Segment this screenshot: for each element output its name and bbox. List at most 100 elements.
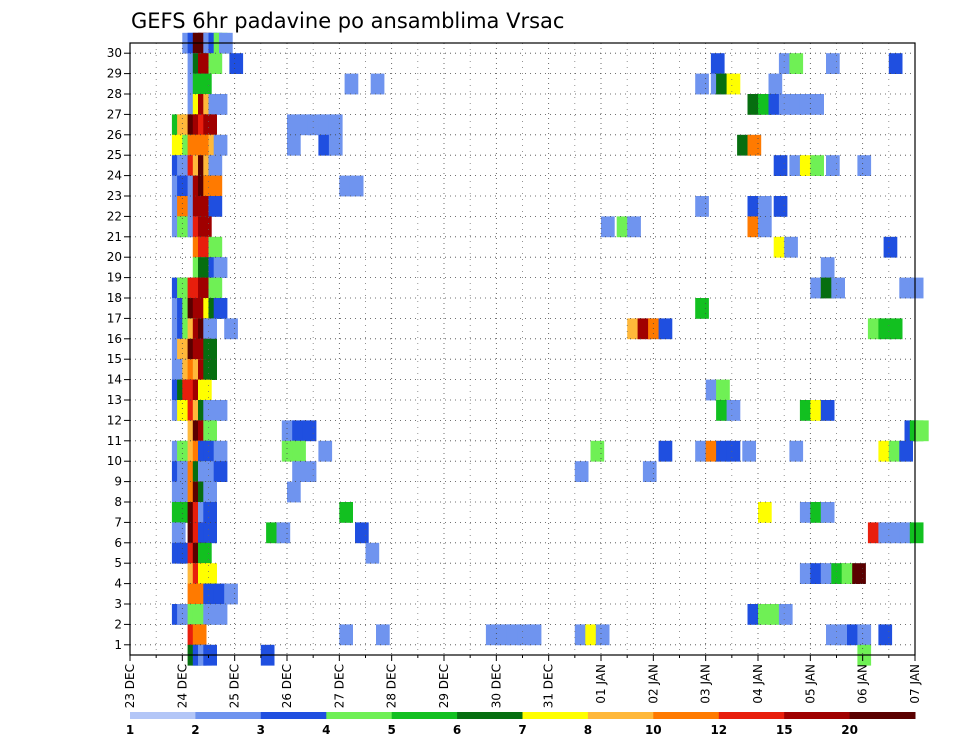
heatmap-cell xyxy=(517,624,531,646)
grid-lines xyxy=(130,43,915,655)
x-tick-label: 30 DEC xyxy=(489,664,503,708)
heatmap-cell xyxy=(841,563,856,584)
heatmap-cell xyxy=(758,604,772,625)
heatmap-cell xyxy=(302,461,317,482)
heatmap-cell xyxy=(318,440,333,462)
heatmap-cell xyxy=(778,53,793,74)
heatmap-cell xyxy=(836,624,851,646)
x-tick-label: 28 DEC xyxy=(385,664,399,708)
heatmap-cell xyxy=(527,624,542,646)
heatmap-cell xyxy=(307,114,322,136)
heatmap-cell xyxy=(737,134,751,156)
heatmap-cell xyxy=(177,542,191,564)
colorbar-segment xyxy=(653,712,720,719)
heatmap-cell xyxy=(768,604,783,625)
y-tick-label: 2 xyxy=(114,617,122,631)
colorbar-label: 4 xyxy=(322,723,330,737)
heatmap-cell xyxy=(213,461,228,482)
heatmap-cell xyxy=(695,440,709,462)
heatmap-cell xyxy=(208,155,223,176)
heatmap-cell xyxy=(177,461,191,482)
x-tick-label: 03 JAN xyxy=(699,664,713,704)
heatmap-cell xyxy=(203,502,217,523)
heatmap-cell xyxy=(810,155,824,176)
heatmap-cell xyxy=(203,114,217,136)
colorbar-segment xyxy=(849,712,916,719)
heatmap-cell xyxy=(789,94,804,115)
heatmap-cell xyxy=(747,216,762,238)
heatmap-cell xyxy=(213,257,228,278)
y-tick-label: 15 xyxy=(107,352,122,366)
heatmap-cell xyxy=(203,338,217,360)
x-tick-label: 06 JAN xyxy=(856,664,870,704)
heatmap-cell xyxy=(642,461,657,482)
y-tick-label: 12 xyxy=(107,413,122,427)
y-tick-label: 20 xyxy=(107,250,122,264)
heatmap-cell xyxy=(648,318,662,340)
heatmap-cell xyxy=(213,94,228,115)
heatmap-cell xyxy=(726,440,741,462)
y-tick-label: 21 xyxy=(107,230,122,244)
heatmap-cell xyxy=(177,196,191,217)
x-tick-label: 27 DEC xyxy=(332,664,346,708)
heatmap-cell xyxy=(831,277,845,299)
heatmap-cell xyxy=(773,155,788,176)
heatmap-cell xyxy=(213,134,228,156)
heatmap-cell xyxy=(203,461,217,482)
heatmap-cell xyxy=(328,114,343,136)
colorbar-segment xyxy=(130,712,196,719)
heatmap-cell xyxy=(177,481,191,503)
colorbar-segment xyxy=(326,712,393,719)
y-tick-label: 17 xyxy=(107,311,122,325)
heatmap-cell xyxy=(276,522,291,544)
heatmap-cell xyxy=(292,420,306,442)
heatmap-cell xyxy=(820,257,835,278)
x-tick-label: 04 JAN xyxy=(751,664,765,704)
y-tick-label: 16 xyxy=(107,332,122,346)
colorbar-label: 1 xyxy=(126,723,134,737)
y-tick-label: 26 xyxy=(107,128,122,142)
heatmap-cell xyxy=(355,522,369,544)
heatmap-cell xyxy=(658,440,673,462)
heatmap-cell xyxy=(177,440,191,462)
x-tick-label: 26 DEC xyxy=(280,664,294,708)
heatmap-cell xyxy=(695,196,709,217)
heatmap-cell xyxy=(826,624,840,646)
heatmap-cell xyxy=(778,94,793,115)
x-tick-label: 29 DEC xyxy=(437,664,451,708)
heatmap-cell xyxy=(198,216,212,238)
heatmap-cell xyxy=(695,298,709,319)
heatmap-cell xyxy=(888,318,903,340)
heatmap-cell xyxy=(208,53,223,74)
colorbar-label: 3 xyxy=(257,723,265,737)
heatmap-cell xyxy=(208,175,223,197)
heatmap-cell xyxy=(742,440,756,462)
colorbar-label: 15 xyxy=(776,723,793,737)
heatmap-cell xyxy=(177,502,191,523)
heatmap-cell xyxy=(203,481,217,503)
colorbar-label: 5 xyxy=(388,723,396,737)
heatmap-cell xyxy=(302,420,317,442)
heatmap-cell xyxy=(171,522,186,544)
x-tick-label: 25 DEC xyxy=(228,664,242,708)
heatmap-cell xyxy=(826,53,840,74)
heatmap-cell xyxy=(747,134,762,156)
heatmap-cell xyxy=(627,216,641,238)
x-tick-label: 02 JAN xyxy=(646,664,660,704)
heatmap-cell xyxy=(716,400,730,421)
heatmap-cell xyxy=(198,53,212,74)
heatmap-cell xyxy=(888,53,903,74)
heatmap-cell xyxy=(773,196,788,217)
heatmap-cell xyxy=(616,216,631,238)
heatmap-cell xyxy=(852,563,866,584)
colorbar-segment xyxy=(457,712,523,719)
heatmap-cell xyxy=(888,440,903,462)
heatmap-cell xyxy=(909,277,924,299)
heatmap-cell xyxy=(820,563,835,584)
heatmap-cell xyxy=(213,440,228,462)
heatmap-cell xyxy=(716,379,730,401)
colorbar-segment xyxy=(718,712,785,719)
heatmap-cell xyxy=(747,604,762,625)
heatmap-cell xyxy=(339,624,353,646)
